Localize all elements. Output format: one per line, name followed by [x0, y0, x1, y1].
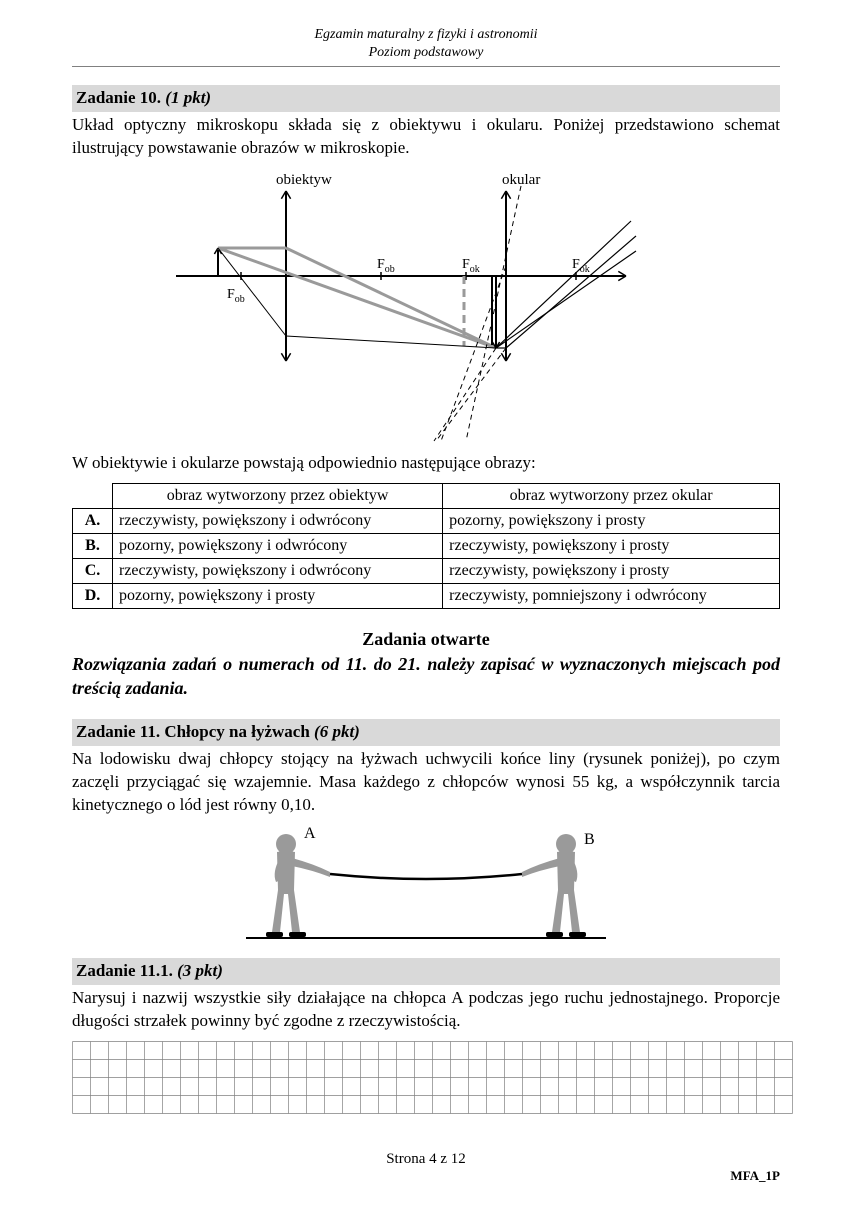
table-row: C. rzeczywisty, powiększony i odwrócony … [73, 559, 780, 584]
svg-text:B: B [584, 831, 595, 848]
svg-text:Fob: Fob [227, 287, 245, 305]
row-oku: rzeczywisty, powiększony i prosty [443, 534, 780, 559]
page-header: Egzamin maturalny z fizyki i astronomii … [72, 26, 780, 62]
task11-1-label: Zadanie 11.1. [76, 961, 173, 980]
task10-label: Zadanie 10. [76, 88, 161, 107]
svg-text:A: A [304, 825, 316, 842]
task11-1-text: Narysuj i nazwij wszystkie siły działają… [72, 987, 780, 1033]
header-rule [72, 66, 780, 67]
task11-text: Na lodowisku dwaj chłopcy stojący na łyż… [72, 748, 780, 817]
open-section-instruction: Rozwiązania zadań o numerach od 11. do 2… [72, 652, 780, 701]
footer: Strona 4 z 12 MFA_1P [0, 1151, 852, 1168]
task10-text: Układ optyczny mikroskopu składa się z o… [72, 114, 780, 160]
svg-text:Fok: Fok [462, 257, 480, 275]
row-label: C. [73, 559, 113, 584]
task10-header: Zadanie 10. (1 pkt) [72, 85, 780, 112]
header-line-1: Egzamin maturalny z fizyki i astronomii [72, 26, 780, 44]
svg-text:Fob: Fob [377, 257, 395, 275]
task11-1-header: Zadanie 11.1. (3 pkt) [72, 958, 780, 985]
table-col1-header: obraz wytworzony przez obiektyw [113, 484, 443, 509]
svg-text:okular: okular [502, 172, 540, 188]
row-oku: rzeczywisty, powiększony i prosty [443, 559, 780, 584]
task10-table: obraz wytworzony przez obiektyw obraz wy… [72, 483, 780, 609]
svg-text:Fok: Fok [572, 257, 590, 275]
row-oku: pozorny, powiększony i prosty [443, 509, 780, 534]
row-obj: pozorny, powiększony i prosty [113, 584, 443, 609]
table-row: B. pozorny, powiększony i odwrócony rzec… [73, 534, 780, 559]
grid-svg [72, 1041, 793, 1114]
row-label: A. [73, 509, 113, 534]
table-col2-header: obraz wytworzony przez okular [443, 484, 780, 509]
task11-header: Zadanie 11. Chłopcy na łyżwach (6 pkt) [72, 719, 780, 746]
svg-text:obiektyw: obiektyw [276, 172, 332, 188]
optics-diagram-svg: obiektyw okular Fob Fob Fok Fok [166, 166, 686, 446]
task11-points: (6 pkt) [314, 722, 360, 741]
boys-svg: AB [216, 822, 636, 952]
open-section-title: Zadania otwarte [72, 629, 780, 650]
boys-figure: AB [72, 822, 780, 952]
task10-after-text: W obiektywie i okularze powstają odpowie… [72, 452, 780, 475]
table-empty-header [73, 484, 113, 509]
page-number: Strona 4 z 12 [0, 1151, 852, 1168]
task11-label: Zadanie 11. Chłopcy na łyżwach [76, 722, 310, 741]
table-row: A. rzeczywisty, powiększony i odwrócony … [73, 509, 780, 534]
header-line-2: Poziom podstawowy [72, 44, 780, 62]
task11-1-points: (3 pkt) [177, 961, 223, 980]
table-row: D. pozorny, powiększony i prosty rzeczyw… [73, 584, 780, 609]
row-label: D. [73, 584, 113, 609]
answer-grid [72, 1041, 780, 1114]
microscope-diagram: obiektyw okular Fob Fob Fok Fok [72, 166, 780, 446]
row-obj: rzeczywisty, powiększony i odwrócony [113, 509, 443, 534]
row-obj: rzeczywisty, powiększony i odwrócony [113, 559, 443, 584]
task10-points: (1 pkt) [165, 88, 211, 107]
exam-code: MFA_1P [730, 1168, 780, 1184]
row-label: B. [73, 534, 113, 559]
row-oku: rzeczywisty, pomniejszony i odwrócony [443, 584, 780, 609]
row-obj: pozorny, powiększony i odwrócony [113, 534, 443, 559]
